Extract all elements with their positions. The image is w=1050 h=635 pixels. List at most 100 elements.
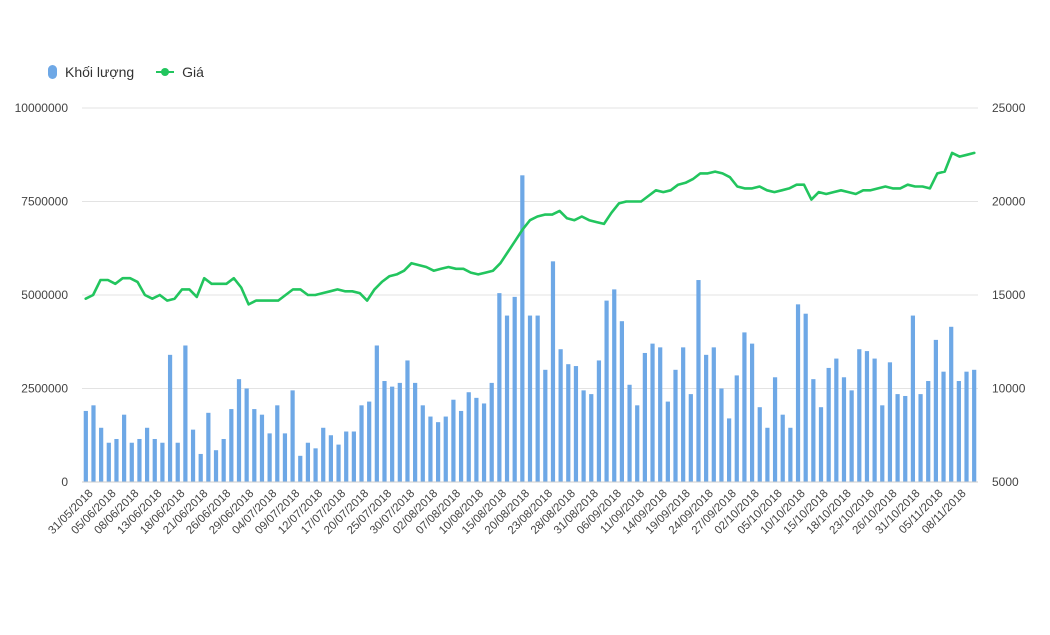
volume-bar (727, 418, 732, 482)
volume-bar (949, 326, 954, 482)
volume-bar (275, 405, 280, 482)
volume-bar (681, 347, 686, 482)
left-axis-tick-label: 10000000 (15, 101, 69, 115)
volume-bar (420, 405, 425, 482)
left-axis-tick-label: 0 (61, 475, 68, 489)
volume-bar (596, 360, 602, 482)
volume-bar (550, 261, 556, 482)
volume-bar (742, 332, 747, 482)
volume-bar (673, 369, 678, 482)
volume-bar (374, 345, 379, 482)
volume-bar (895, 394, 900, 482)
volume-bar (259, 414, 265, 482)
volume-bar (573, 366, 579, 482)
volume-bar (405, 360, 410, 482)
volume-bar (152, 438, 157, 482)
volume-bar (612, 289, 617, 482)
volume-bar (795, 304, 801, 482)
volume-bar (933, 339, 938, 482)
volume-bar (390, 386, 395, 482)
volume-bar (504, 315, 510, 482)
volume-bar (290, 390, 295, 482)
volume-bar (497, 293, 502, 482)
volume-bar (780, 414, 785, 482)
volume-bar (818, 407, 824, 482)
volume-bar (772, 377, 778, 482)
volume-bar (757, 407, 762, 482)
volume-bar (543, 369, 548, 482)
price-line (84, 151, 976, 306)
volume-bar (734, 375, 739, 482)
volume-bar (481, 403, 487, 482)
volume-bar (788, 427, 793, 482)
volume-bar (826, 367, 831, 482)
volume-bars (83, 175, 977, 482)
volume-bar (857, 349, 862, 482)
volume-bar (443, 416, 448, 482)
volume-bar (704, 354, 709, 482)
volume-bar (719, 388, 724, 482)
volume-bar (428, 416, 433, 482)
volume-bar (604, 300, 609, 482)
volume-bar (926, 381, 931, 482)
volume-bar (972, 369, 977, 482)
volume-bar (435, 422, 441, 482)
volume-bar (451, 399, 456, 482)
volume-bar (167, 354, 173, 482)
volume-bar (359, 405, 364, 482)
volume-bar (458, 410, 464, 482)
volume-bar (190, 429, 196, 482)
volume-bar (91, 405, 96, 482)
left-axis-tick-label: 7500000 (21, 195, 68, 209)
volume-bar (160, 442, 165, 482)
volume-bar (221, 438, 226, 482)
right-axis-tick-label: 20000 (992, 195, 1026, 209)
volume-bar (198, 453, 203, 482)
volume-bar (252, 409, 257, 482)
volume-bar (535, 315, 540, 482)
volume-bar (129, 442, 134, 482)
volume-bar (336, 444, 341, 482)
legend-price-swatch (156, 65, 175, 79)
volume-bar (83, 410, 88, 482)
volume-bar (627, 384, 632, 482)
volume-bar (619, 321, 625, 482)
volume-bar (910, 315, 916, 482)
volume-bar (589, 394, 594, 482)
volume-bar (581, 390, 586, 482)
volume-bar (520, 175, 525, 482)
volume-bar (99, 427, 104, 482)
volume-bar (558, 349, 563, 482)
volume-bar (122, 414, 127, 482)
volume-bar (298, 455, 303, 482)
right-axis-tick-label: 5000 (992, 475, 1019, 489)
volume-bar (313, 448, 318, 482)
volume-bar (351, 431, 356, 482)
volume-bar (903, 395, 908, 482)
price-line-layer (84, 151, 976, 306)
volume-bar (765, 427, 770, 482)
volume-bar (175, 442, 180, 482)
left-axis-tick-label: 5000000 (21, 288, 68, 302)
right-axis-tick-label: 25000 (992, 101, 1026, 115)
volume-bar (328, 435, 333, 482)
volume-bar (144, 427, 150, 482)
right-axis-tick-label: 10000 (992, 382, 1026, 396)
volume-bar (206, 412, 211, 482)
volume-bar (397, 382, 402, 482)
volume-bar (367, 401, 372, 482)
volume-bar (321, 427, 326, 482)
volume-bar (267, 433, 272, 482)
legend-item-volume[interactable]: Khối lượng (48, 64, 134, 80)
volume-bar (711, 347, 716, 482)
volume-bar (114, 438, 119, 482)
volume-bar (512, 296, 517, 482)
volume-bar (811, 379, 816, 482)
volume-bar (749, 343, 755, 482)
volume-bar (665, 401, 670, 482)
legend-item-price[interactable]: Giá (156, 64, 204, 80)
volume-bar (466, 392, 471, 482)
volume-bar (841, 377, 847, 482)
